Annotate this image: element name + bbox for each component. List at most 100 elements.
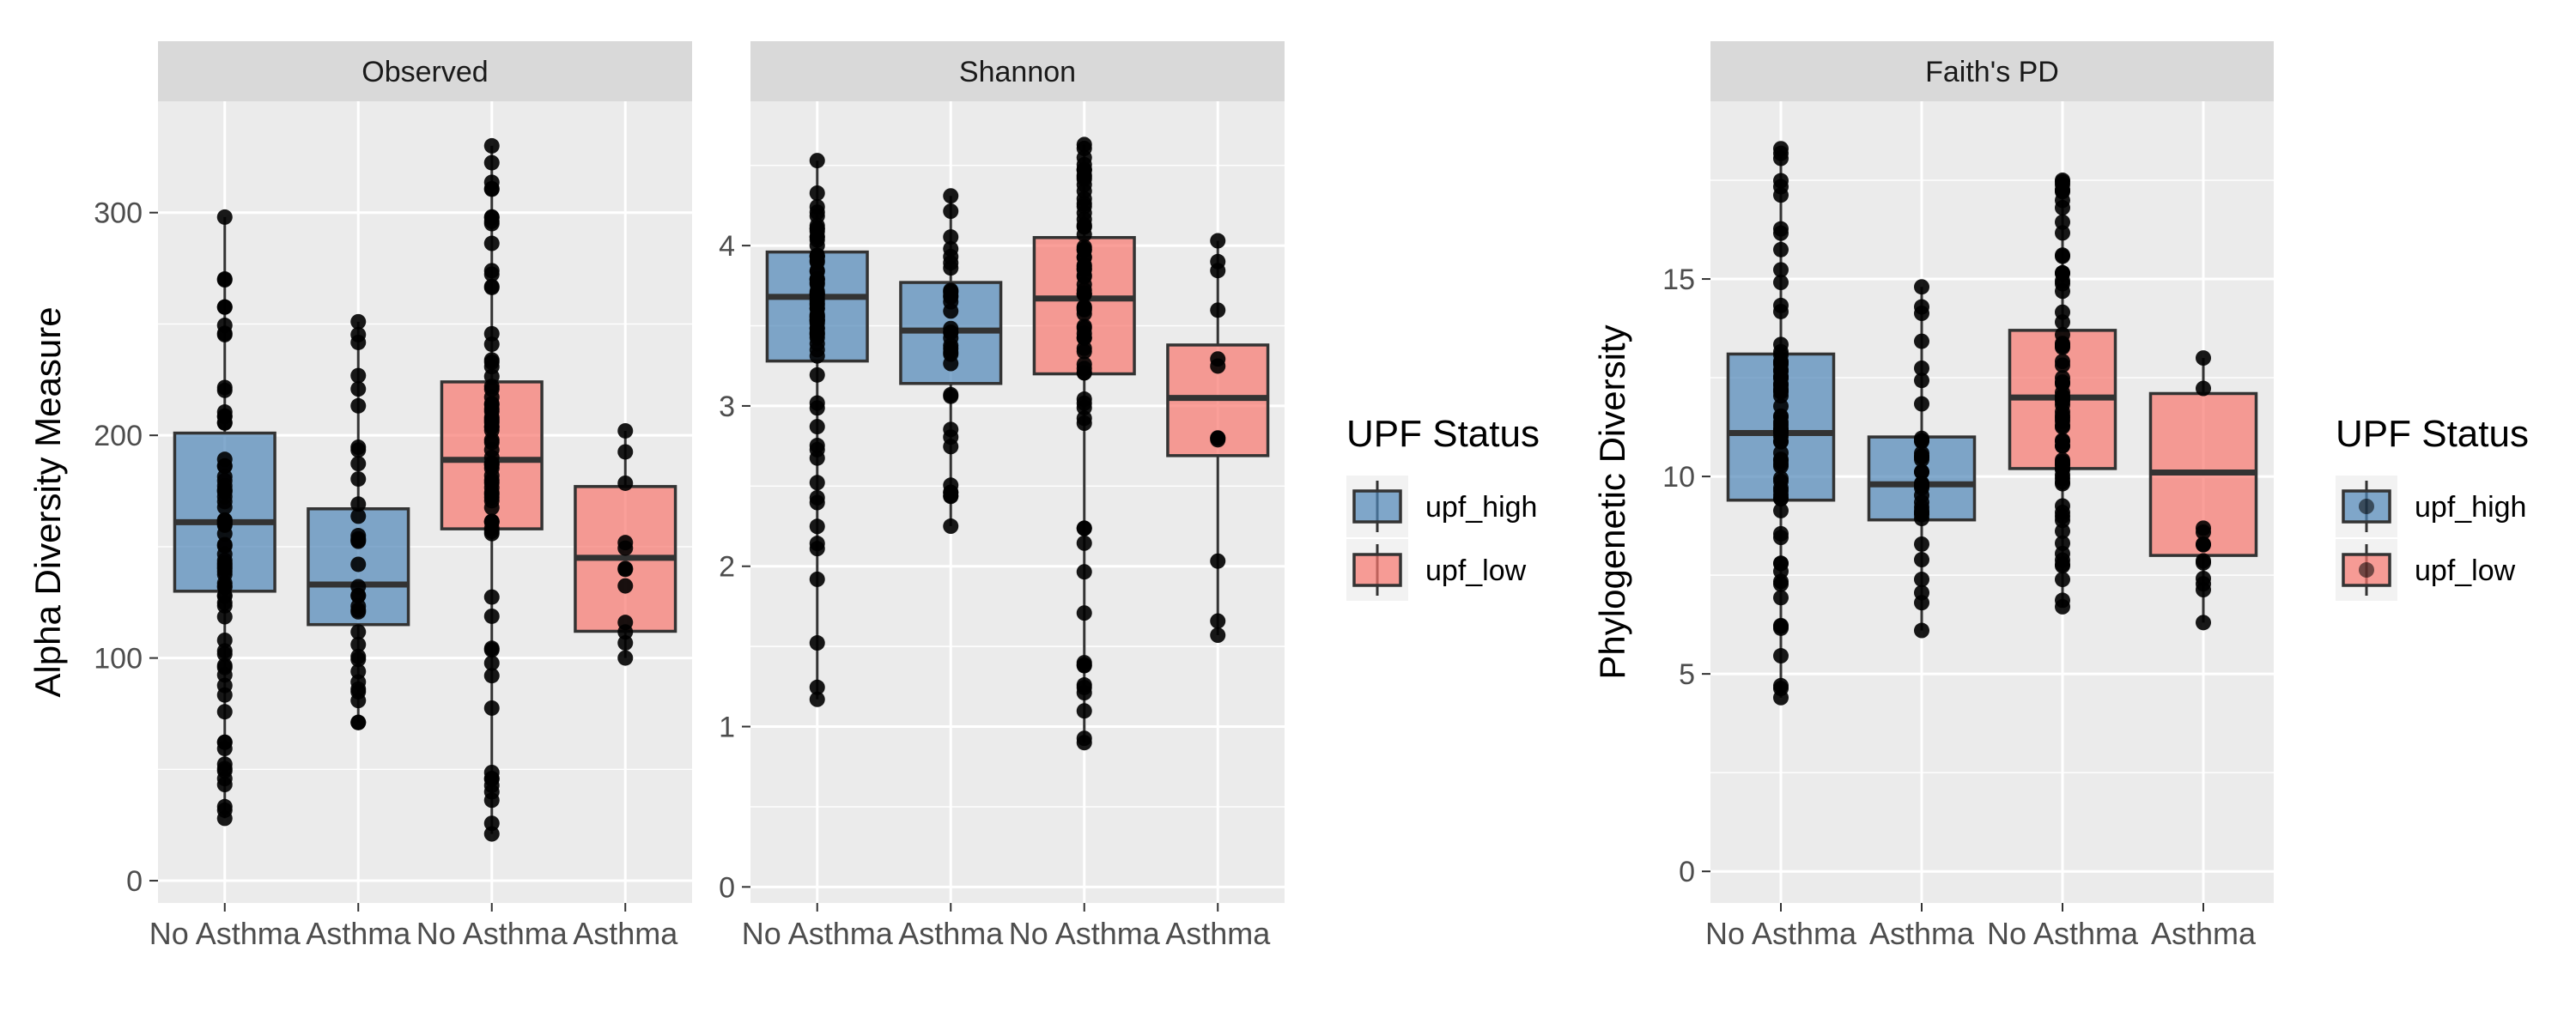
data-point bbox=[483, 777, 500, 793]
x-category-label: Asthma bbox=[1869, 916, 1975, 951]
data-point bbox=[1773, 408, 1789, 424]
data-point bbox=[1076, 340, 1092, 356]
facet-strip bbox=[750, 41, 1285, 101]
data-point bbox=[483, 354, 500, 370]
data-point bbox=[1914, 279, 1929, 295]
data-point bbox=[617, 615, 634, 631]
y-axis-title: Alpha Diversity Measure bbox=[27, 306, 68, 697]
data-point bbox=[943, 188, 959, 204]
data-point bbox=[2055, 556, 2070, 573]
data-point bbox=[1773, 378, 1789, 394]
data-point bbox=[350, 367, 367, 384]
data-point bbox=[1914, 622, 1929, 639]
data-point bbox=[1210, 627, 1226, 644]
data-point bbox=[2055, 247, 2070, 264]
data-point bbox=[216, 687, 233, 703]
data-point bbox=[1076, 196, 1092, 212]
data-point bbox=[2055, 354, 2070, 370]
data-point bbox=[1914, 536, 1929, 552]
data-point bbox=[1076, 249, 1092, 265]
data-point bbox=[2055, 407, 2070, 423]
data-point bbox=[617, 540, 634, 556]
data-point bbox=[809, 286, 825, 302]
data-point bbox=[1076, 177, 1092, 193]
legend-label-upf_high: upf_high bbox=[2415, 491, 2526, 524]
data-point bbox=[809, 400, 825, 416]
box-upf_low bbox=[440, 137, 544, 842]
data-point bbox=[216, 798, 233, 815]
data-point bbox=[483, 589, 500, 605]
data-point bbox=[1076, 267, 1092, 283]
data-point bbox=[2055, 214, 2070, 230]
box-upf_high bbox=[899, 188, 1003, 535]
y-tick-label: 0 bbox=[719, 871, 735, 904]
data-point bbox=[216, 734, 233, 750]
data-point bbox=[2196, 520, 2211, 536]
data-point bbox=[2196, 350, 2211, 367]
data-point bbox=[350, 439, 367, 456]
data-point bbox=[350, 397, 367, 414]
x-category-label: No Asthma bbox=[416, 916, 568, 951]
data-point bbox=[216, 379, 233, 396]
data-point bbox=[1773, 433, 1789, 450]
x-category-label: No Asthma bbox=[742, 916, 894, 951]
data-point bbox=[1914, 299, 1929, 315]
y-axis-title: Phylogenetic Diversity bbox=[1592, 324, 1632, 679]
data-point bbox=[483, 456, 500, 472]
y-tick-label: 5 bbox=[1679, 658, 1695, 691]
legend-label-upf_low: upf_low bbox=[2415, 554, 2516, 587]
data-point bbox=[617, 561, 634, 578]
legend-label-upf_low: upf_low bbox=[1425, 554, 1527, 587]
data-point bbox=[1210, 613, 1226, 629]
data-point bbox=[483, 792, 500, 809]
data-point bbox=[2055, 433, 2070, 449]
data-point bbox=[1914, 445, 1929, 462]
data-point bbox=[617, 635, 634, 651]
data-point bbox=[483, 764, 500, 780]
data-point bbox=[2055, 314, 2070, 330]
legend: UPF Status upf_high upf_low bbox=[2336, 413, 2529, 601]
legend-key-point bbox=[2359, 499, 2374, 514]
data-point bbox=[809, 518, 825, 535]
data-point bbox=[1076, 140, 1092, 156]
data-point bbox=[216, 473, 233, 489]
y-tick-label: 10 bbox=[1662, 461, 1695, 494]
data-point bbox=[2055, 456, 2070, 472]
data-point bbox=[350, 471, 367, 488]
legend-title: UPF Status bbox=[2336, 413, 2529, 455]
data-point bbox=[483, 655, 500, 671]
data-point bbox=[350, 530, 367, 547]
data-point bbox=[1773, 576, 1789, 592]
y-tick-label: 1 bbox=[719, 712, 735, 744]
data-point bbox=[483, 278, 500, 294]
data-point bbox=[216, 704, 233, 720]
data-point bbox=[216, 632, 233, 648]
data-point bbox=[1773, 297, 1789, 313]
data-point bbox=[1914, 373, 1929, 389]
data-point bbox=[1773, 275, 1789, 291]
y-tick-label: 15 bbox=[1662, 264, 1695, 296]
data-point bbox=[2055, 225, 2070, 241]
y-tick-label: 3 bbox=[719, 391, 735, 423]
data-point bbox=[483, 266, 500, 282]
data-point bbox=[809, 419, 825, 435]
data-point bbox=[943, 260, 959, 276]
data-point bbox=[350, 381, 367, 397]
data-point bbox=[1773, 150, 1789, 167]
data-point bbox=[617, 444, 634, 460]
data-point bbox=[1773, 502, 1789, 518]
data-point bbox=[617, 475, 634, 491]
data-point bbox=[809, 438, 825, 454]
data-point bbox=[216, 579, 233, 596]
legend-title: UPF Status bbox=[1346, 413, 1540, 455]
data-point bbox=[1773, 681, 1789, 697]
data-point bbox=[1773, 590, 1789, 606]
data-point bbox=[483, 215, 500, 232]
data-point bbox=[1914, 476, 1929, 492]
data-point bbox=[2055, 326, 2070, 342]
data-point bbox=[483, 826, 500, 842]
data-point bbox=[350, 603, 367, 620]
data-point bbox=[2196, 570, 2211, 586]
data-point bbox=[809, 348, 825, 364]
data-point bbox=[350, 313, 367, 330]
